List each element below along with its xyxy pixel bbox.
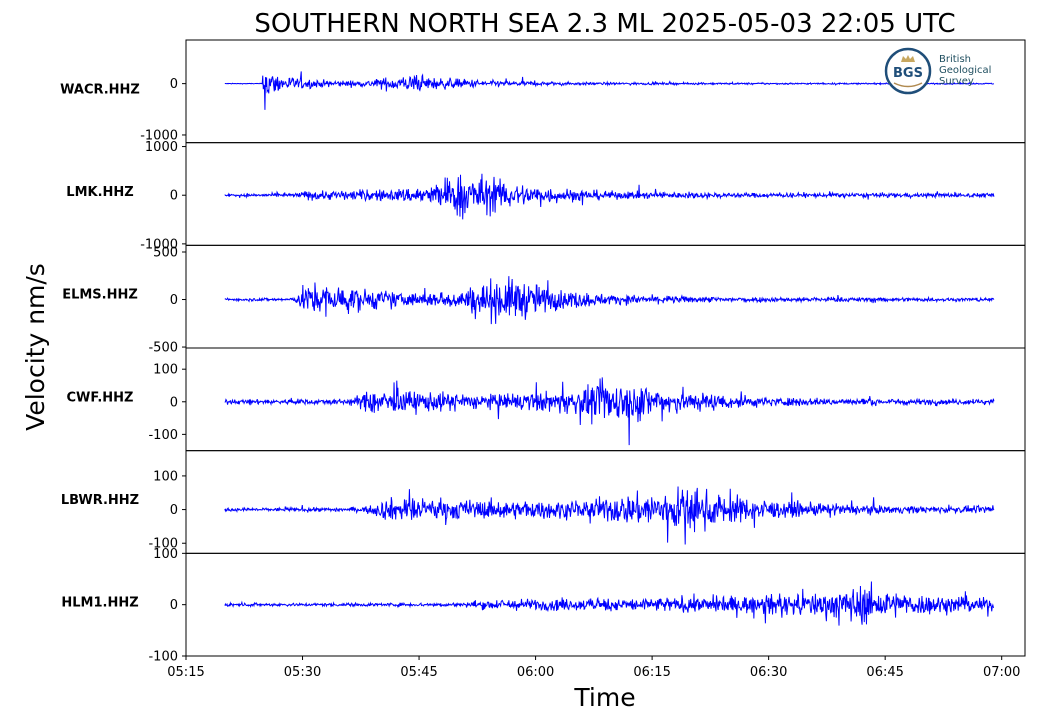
x-tick-label: 06:30 xyxy=(750,665,787,680)
panel-hlm1-hhz: 100 0 -100 HLM1.HHZ xyxy=(61,547,1026,665)
x-tick-label: 05:45 xyxy=(400,665,437,680)
y-tick-label: 100 xyxy=(153,469,178,484)
logo-badge-text: BGS xyxy=(893,66,923,81)
y-tick-label: -100 xyxy=(148,428,178,443)
trace-line xyxy=(224,173,995,220)
crown-icon xyxy=(901,55,915,62)
y-tick-label: 0 xyxy=(170,189,178,204)
x-tick-label: 07:00 xyxy=(983,665,1020,680)
trace-line xyxy=(224,71,994,110)
x-tick-label: 06:15 xyxy=(633,665,670,680)
y-tick-label: 0 xyxy=(170,598,178,613)
logo-text-line: British xyxy=(939,54,971,65)
x-tick-label: 05:15 xyxy=(167,665,204,680)
logo-text-line: Survey xyxy=(939,76,974,87)
panel-wacr-hhz: 0 -1000 WACR.HHZ xyxy=(60,39,1026,143)
y-tick-label: 0 xyxy=(170,395,178,410)
panel-elms-hhz: 500 0 -500 ELMS.HHZ xyxy=(62,244,1026,356)
trace-line xyxy=(224,581,995,626)
y-tick-label: 100 xyxy=(153,547,178,562)
y-tick-label: 1000 xyxy=(145,140,178,155)
y-tick-label: 0 xyxy=(170,503,178,518)
panel-lmk-hhz: 1000 0 -1000 LMK.HHZ xyxy=(66,140,1026,252)
panel-cwf-hhz: 100 0 -100 CWF.HHZ xyxy=(67,347,1026,452)
station-label: LMK.HHZ xyxy=(66,185,133,200)
y-axis-label: Velocity nm/s xyxy=(21,263,50,431)
y-tick-label: 0 xyxy=(170,293,178,308)
logo-swoosh xyxy=(893,82,923,88)
y-tick-label: 500 xyxy=(153,245,178,260)
y-tick-label: -1000 xyxy=(140,237,178,252)
panels: 0-1000WACR.HHZ10000-1000LMK.HHZ5000-500E… xyxy=(60,39,1026,665)
logo-ring xyxy=(884,47,932,95)
x-axis-ticks: 05:15 05:30 05:45 06:00 06:15 06:30 06:45 07:00 xyxy=(167,656,1020,680)
y-tick-label: 0 xyxy=(170,77,178,92)
station-label: WACR.HHZ xyxy=(60,82,140,97)
y-tick-label: -100 xyxy=(148,537,178,552)
x-axis-label: Time xyxy=(573,683,635,712)
station-label: HLM1.HHZ xyxy=(61,596,138,611)
station-label: LBWR.HHZ xyxy=(61,493,139,508)
y-tick-label: 100 xyxy=(153,363,178,378)
station-label: ELMS.HHZ xyxy=(62,288,138,303)
y-tick-label: -100 xyxy=(148,650,178,665)
trace-line xyxy=(224,486,995,545)
y-tick-label: -500 xyxy=(148,341,178,356)
panel-lbwr-hhz: 100 0 -100 LBWR.HHZ xyxy=(61,450,1026,554)
chart-title: SOUTHERN NORTH SEA 2.3 ML 2025-05-03 22:… xyxy=(254,9,955,39)
trace-line xyxy=(224,276,995,325)
x-tick-label: 06:45 xyxy=(866,665,903,680)
station-label: CWF.HHZ xyxy=(67,390,134,405)
x-tick-label: 06:00 xyxy=(517,665,554,680)
trace-line xyxy=(224,377,995,446)
x-tick-label: 05:30 xyxy=(284,665,321,680)
y-tick-label: -1000 xyxy=(140,128,178,143)
logo-text-line: Geological xyxy=(939,65,991,76)
